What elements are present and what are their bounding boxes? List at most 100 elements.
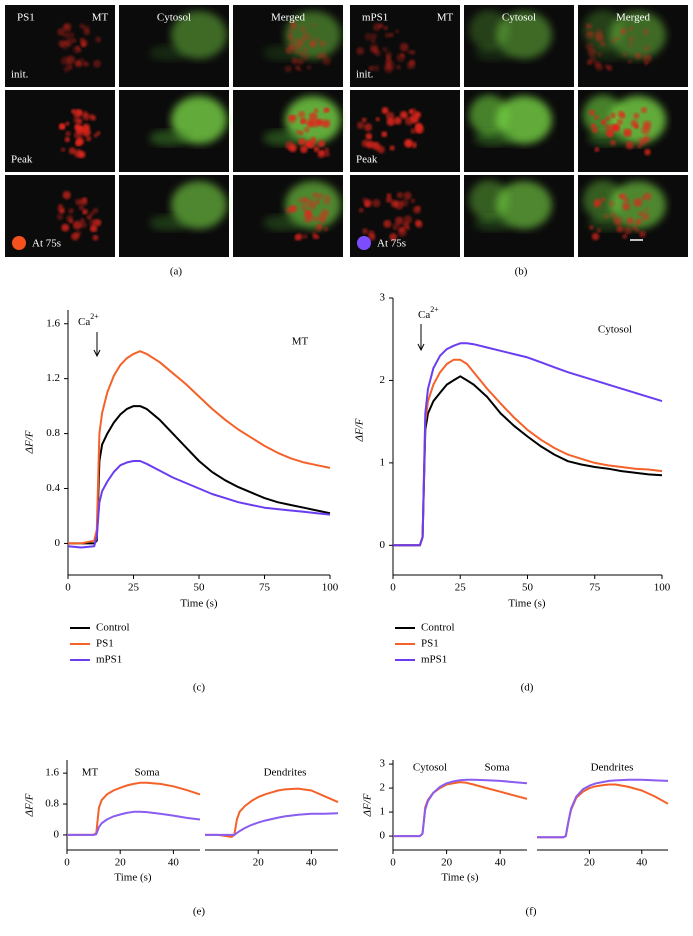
mt-signal [320,52,327,59]
arrow-head [93,349,101,358]
mt-signal [635,227,640,233]
mt-signal [371,33,378,40]
mt-signal [362,228,368,235]
x-tick-label: 20 [115,857,127,869]
mt-signal [361,139,370,148]
x-tick-label: 50 [194,582,206,594]
mt-signal [399,110,408,119]
y-tick-label: 0.8 [45,798,59,810]
tile [5,90,115,172]
mt-signal [86,214,92,220]
mt-signal [408,109,414,114]
mt-signal [600,41,606,47]
mt-signal [80,221,87,228]
mt-signal [614,124,621,131]
mt-signal [295,233,303,241]
mt-signal [367,134,372,140]
series-line [205,812,339,836]
mt-signal [616,118,623,126]
mt-signal [324,147,330,153]
channel-label: Merged [616,12,651,24]
mt-signal [619,28,627,35]
mt-signal [642,28,650,36]
mt-signal [383,25,389,31]
mt-signal [62,191,71,200]
mt-signal [643,45,650,52]
mt-signal [642,54,652,63]
mt-signal [65,121,70,126]
mt-signal [58,39,66,48]
mt-signal [299,51,305,56]
mt-signal [297,58,304,65]
y-tick-label: 2 [380,374,386,386]
y-tick-label: 1 [380,806,386,818]
mt-signal [56,213,64,221]
mt-signal [396,53,406,62]
x-tick-label: 75 [259,582,271,594]
mt-signal [596,228,602,233]
mt-signal [71,38,77,43]
x-tick-label: 20 [584,857,596,869]
mt-signal [288,29,294,34]
mt-signal [297,198,303,203]
mt-signal [611,38,616,43]
cytosol-signal [496,96,552,144]
mt-signal [285,46,293,55]
mt-signal [71,109,76,114]
series-line [393,375,663,547]
mt-signal [293,46,301,54]
mt-signal [368,233,376,241]
y-tick-label: 0 [55,537,61,549]
mt-signal [321,119,331,128]
mt-signal [77,58,86,67]
mt-signal [313,146,320,153]
mt-signal [381,107,389,114]
x-tick-label: 25 [455,582,467,594]
series-line [537,778,669,839]
micrograph [350,175,460,257]
mt-signal [324,107,330,113]
mt-signal [628,26,634,31]
y-tick-label: 0 [380,830,386,842]
mt-signal [643,192,652,201]
mt-signal [644,207,649,212]
x-tick-label: 40 [168,857,180,869]
cytosol-signal [469,180,509,220]
mt-signal [312,23,317,28]
mt-signal [415,220,423,228]
annotation: Ca2+ [418,305,439,321]
y-axis-label: ΔF/F [362,793,374,817]
mt-signal [384,32,391,38]
mt-signal [290,204,298,212]
y-tick-label: 0 [54,828,60,840]
mt-signal [617,110,625,118]
mt-signal [585,42,594,51]
x-tick-label: 100 [322,582,339,594]
panel-label: (c) [193,682,206,694]
mt-signal [623,226,632,235]
mt-signal [404,138,413,148]
mt-signal [322,194,331,203]
mt-signal [290,37,295,43]
mt-signal [393,116,402,125]
mt-signal [89,211,95,216]
panel-label: (e) [193,906,206,918]
mt-signal [72,220,82,230]
chart-title: Cytosol [413,762,447,774]
marker-dot [357,236,371,250]
mt-signal [375,117,380,122]
mt-signal [68,147,76,155]
mt-signal [594,115,599,120]
cytosol-signal [149,215,189,231]
x-axis-label: Time (s) [180,598,218,610]
mt-signal [324,151,330,157]
mt-signal [317,139,326,148]
mt-signal [595,63,604,71]
mt-signal [416,128,421,133]
mt-signal [369,43,379,53]
mt-signal [313,108,319,113]
chart-title: MT [82,767,99,779]
mt-signal [75,137,84,146]
mt-signal [410,114,419,124]
mt-signal [313,216,319,222]
